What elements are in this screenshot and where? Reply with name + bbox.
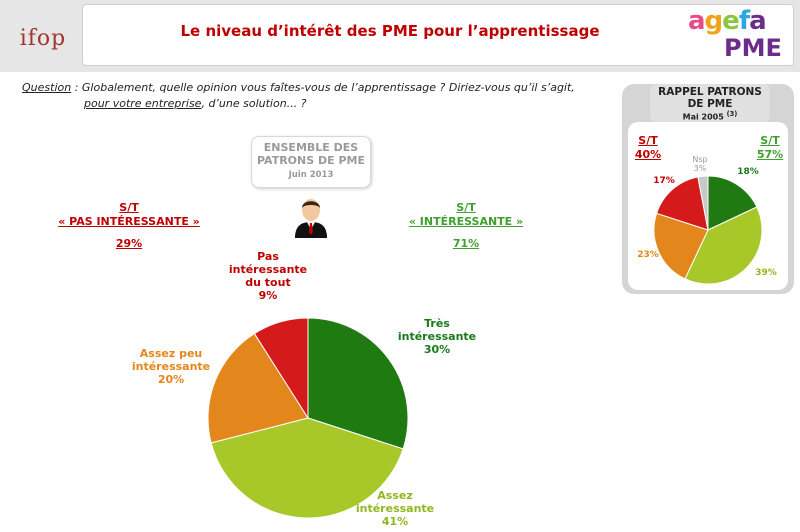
ensemble-title: ENSEMBLE DES PATRONS DE PME (257, 141, 365, 167)
main-pie-slice-0 (307, 317, 409, 450)
main-pie-chart (207, 317, 409, 519)
subtotal-positive: S/T « INTÉRESSANTE » 71% (396, 201, 536, 251)
rappel-positive-label: S/T (760, 134, 780, 147)
label-assez-peu-value: 20% (157, 373, 185, 386)
question-line2: , d’une solution... ? (201, 97, 307, 110)
main-pie-slice-2 (207, 332, 309, 444)
rappel-label-assez: 39% (755, 268, 777, 278)
ensemble-box: ENSEMBLE DES PATRONS DE PME Juin 2013 (251, 136, 371, 188)
question-text: Question : Globalement, quelle opinion v… (22, 80, 632, 112)
businessman-icon (295, 199, 327, 238)
rappel-subtotal-positive: S/T 57% (752, 134, 788, 162)
rappel-label-assez-peu: 23% (637, 250, 659, 260)
subtotal-negative: S/T « PAS INTÉRESSANTE » 29% (54, 201, 204, 251)
ensemble-date: Juin 2013 (288, 170, 334, 180)
subtotal-negative-label: S/T (119, 201, 139, 214)
agefa-pme-logo: agefa PME (686, 6, 786, 64)
rappel-footnote: (3) (726, 110, 738, 118)
label-pas-name: Pas intéressante du tout (228, 250, 308, 289)
header-title-box (82, 4, 794, 66)
subtotal-positive-sublabel: « INTÉRESSANTE » (408, 215, 524, 228)
rappel-label-tres: 18% (737, 167, 759, 177)
rappel-negative-label: S/T (638, 134, 658, 147)
rappel-nsp-name: Nsp (692, 155, 708, 164)
subtotal-positive-value: 71% (452, 237, 480, 250)
label-tres-value: 30% (423, 343, 451, 356)
label-pas-interessante: Pas intéressante du tout 9% (222, 250, 314, 302)
main-pie-slice-3 (253, 317, 309, 420)
rappel-positive-value: 57% (756, 148, 784, 161)
rappel-label-pas: 17% (653, 176, 675, 186)
label-assez-value: 41% (381, 515, 409, 528)
rappel-pie-slice-3 (656, 176, 709, 231)
subtotal-negative-value: 29% (115, 237, 143, 250)
subtotal-positive-label: S/T (456, 201, 476, 214)
agefa-logo-word: agefa (688, 6, 767, 36)
pme-logo-word: PME (724, 34, 782, 62)
rappel-subtotal-negative: S/T 40% (630, 134, 666, 162)
subtotal-negative-sublabel: « PAS INTÉRESSANTE » (58, 215, 200, 228)
rappel-pie-slice-4 (697, 175, 709, 231)
label-tres-interessante: Très intéressante 30% (392, 317, 482, 356)
label-tres-name: Très intéressante (397, 317, 477, 343)
rappel-pie-slice-1 (684, 206, 763, 285)
rappel-date-text: Mai 2005 (682, 112, 724, 122)
question-line1: : Globalement, quelle opinion vous faîte… (71, 81, 575, 94)
label-assez-name: Assez intéressante (355, 489, 435, 515)
label-pas-value: 9% (258, 289, 278, 302)
rappel-negative-value: 40% (634, 148, 662, 161)
rappel-pie-chart (653, 175, 763, 285)
rappel-label-nsp: Nsp 3% (688, 155, 712, 173)
main-pie-slice-1 (210, 417, 404, 519)
rappel-pie-slice-0 (707, 175, 758, 231)
rappel-nsp-value: 3% (693, 164, 707, 173)
question-label: Question (22, 81, 72, 94)
question-emphasis: pour votre entreprise (84, 97, 202, 110)
rappel-date: Mai 2005 (3) (650, 110, 770, 122)
ifop-logo: ifop (19, 26, 67, 51)
label-assez-peu-interessante: Assez peu intéressante 20% (126, 347, 216, 386)
rappel-title: RAPPEL PATRONS DE PME (658, 86, 762, 110)
rappel-pie-slice-2 (653, 212, 709, 280)
label-assez-peu-name: Assez peu intéressante (131, 347, 211, 373)
page-title: Le niveau d’intérêt des PME pour l’appre… (180, 22, 600, 40)
label-assez-interessante: Assez intéressante 41% (350, 489, 440, 528)
rappel-header: RAPPEL PATRONS DE PME Mai 2005 (3) (650, 84, 770, 122)
